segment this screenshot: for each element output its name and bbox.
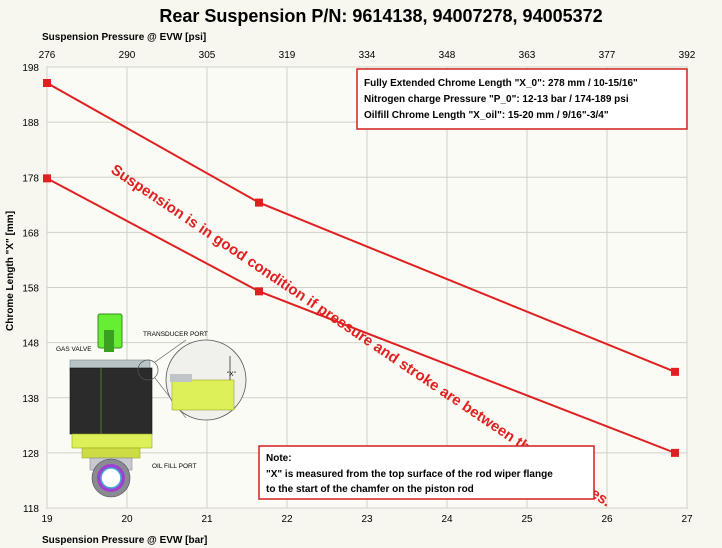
x-tick-label: 22 bbox=[281, 514, 293, 525]
detail-rod bbox=[170, 374, 192, 382]
diagram-transducer-port-label: TRANSDUCER PORT bbox=[143, 331, 208, 338]
chart-title: Rear Suspension P/N: 9614138, 94007278, … bbox=[159, 6, 602, 26]
x-tick-label: 20 bbox=[121, 514, 133, 525]
y-tick-label: 178 bbox=[22, 173, 39, 184]
x2-tick-label: 319 bbox=[279, 50, 296, 61]
note-line-1: "X" is measured from the top surface of … bbox=[266, 469, 553, 480]
x-tick-label: 19 bbox=[41, 514, 53, 525]
info-line-xoil: Oilfill Chrome Length "X_oil": 15-20 mm … bbox=[364, 110, 609, 121]
tick-labels: 19 276 20 290 21 305 22 319 23 334 24 348 25 363 26 377… bbox=[22, 50, 695, 525]
x2-tick-label: 290 bbox=[119, 50, 136, 61]
diagram-cylinder bbox=[69, 367, 153, 435]
x-tick-label: 23 bbox=[361, 514, 373, 525]
x2-tick-label: 377 bbox=[599, 50, 616, 61]
data-point bbox=[43, 174, 51, 183]
spec-info-box bbox=[356, 68, 688, 130]
y-tick-label: 188 bbox=[22, 118, 39, 129]
y-axis-label: Chrome Length "X" [mm] bbox=[5, 211, 16, 331]
shock-diagram: "X" GAS VALVE TRANSDUCER PORT OIL FILL P… bbox=[56, 313, 247, 498]
y-tick-label: 198 bbox=[22, 63, 39, 74]
diagram-detail-marker bbox=[137, 359, 159, 381]
diagram-rod-neck bbox=[104, 330, 114, 352]
series bbox=[43, 78, 679, 457]
info-line-x0: Fully Extended Chrome Length "X_0": 278 … bbox=[364, 78, 638, 89]
diagram-lower-collar bbox=[81, 447, 141, 459]
y-tick-label: 158 bbox=[22, 284, 39, 295]
x-tick-label: 27 bbox=[681, 514, 693, 525]
x-tick-label: 26 bbox=[601, 514, 613, 525]
x2-tick-label: 334 bbox=[359, 50, 376, 61]
x2-tick-label: 276 bbox=[39, 50, 56, 61]
x2-tick-label: 305 bbox=[199, 50, 216, 61]
diagram-x-marker: "X" bbox=[227, 371, 237, 378]
diagram-oil-fill-port-label: OIL FILL PORT bbox=[152, 463, 197, 470]
x2-tick-label: 392 bbox=[679, 50, 696, 61]
x-axis-label: Suspension Pressure @ EVW [bar] bbox=[42, 535, 207, 546]
x2-axis-label: Suspension Pressure @ EVW [psi] bbox=[42, 32, 206, 43]
x2-tick-label: 348 bbox=[439, 50, 456, 61]
diagram-gas-valve-label: GAS VALVE bbox=[56, 346, 92, 353]
data-point bbox=[255, 287, 263, 296]
diagram-lower-body bbox=[71, 433, 153, 449]
y-tick-label: 118 bbox=[23, 504, 39, 515]
x2-tick-label: 363 bbox=[519, 50, 536, 61]
data-point bbox=[671, 367, 679, 376]
x-tick-label: 25 bbox=[521, 514, 533, 525]
y-tick-label: 138 bbox=[22, 394, 39, 405]
grid bbox=[46, 66, 688, 509]
diagram-leader-top bbox=[154, 339, 187, 363]
x-tick-label: 24 bbox=[441, 514, 453, 525]
y-tick-label: 168 bbox=[22, 228, 39, 239]
data-point bbox=[43, 78, 51, 87]
data-point bbox=[671, 448, 679, 457]
x-tick-label: 21 bbox=[201, 514, 213, 525]
note-box bbox=[258, 445, 595, 500]
diagram-eye-hole bbox=[100, 467, 122, 489]
info-line-p0: Nitrogen charge Pressure "P_0": 12-13 ba… bbox=[364, 94, 629, 105]
detail-flange bbox=[171, 379, 235, 411]
note-title: Note: bbox=[266, 453, 292, 464]
y-tick-label: 148 bbox=[22, 339, 39, 350]
note-line-2: to the start of the chamfer on the pisto… bbox=[266, 484, 474, 495]
data-point bbox=[255, 198, 263, 207]
y-tick-label: 128 bbox=[22, 449, 39, 460]
